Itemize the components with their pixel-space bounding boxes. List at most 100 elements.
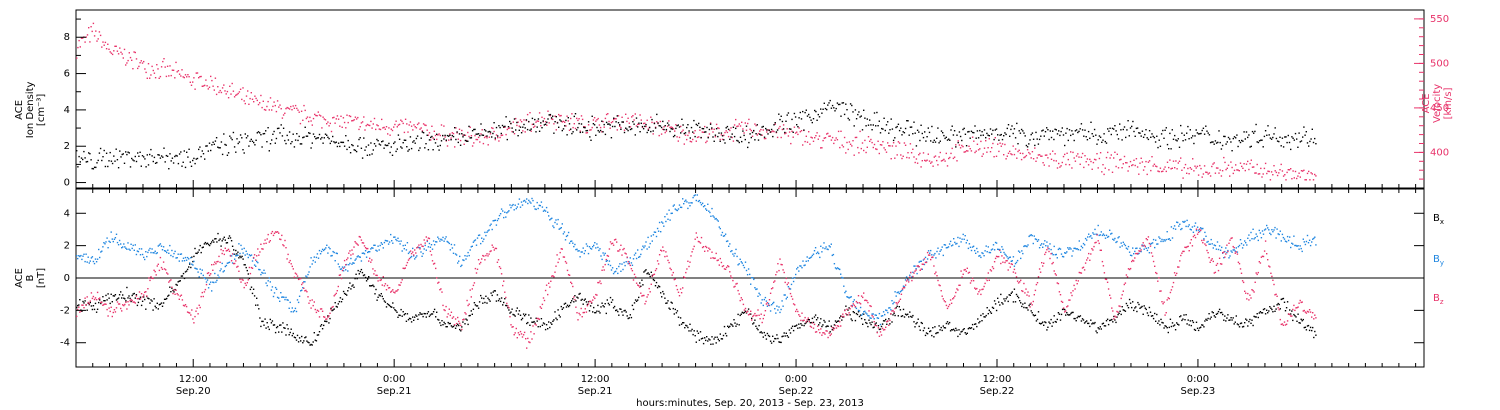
series-by-point — [1190, 229, 1192, 231]
series-by-point — [265, 282, 267, 284]
series-by-point — [647, 236, 649, 239]
series-density-point — [300, 143, 303, 145]
series-by-point — [340, 268, 343, 270]
series-bx-point — [1227, 314, 1229, 316]
series-by-point — [1135, 247, 1137, 250]
series-velocity-point — [559, 115, 561, 117]
series-by-point — [750, 283, 752, 285]
series-velocity-point — [913, 156, 915, 158]
series-density-point — [464, 139, 467, 142]
series-bx-point — [554, 311, 556, 313]
series-bz-point — [463, 318, 465, 321]
series-by-point — [221, 262, 223, 265]
series-velocity-point — [547, 110, 549, 112]
series-bz-point — [441, 291, 443, 293]
series-velocity-point — [1196, 165, 1199, 168]
series-density-point — [312, 133, 315, 135]
series-bx-point — [602, 305, 604, 307]
series-density-point — [285, 142, 287, 145]
series-density-point — [1025, 144, 1028, 147]
series-velocity-point — [1243, 163, 1245, 165]
series-velocity-point — [882, 141, 884, 143]
series-by-point — [596, 243, 598, 245]
series-density-point — [878, 120, 880, 122]
series-by-point — [1072, 250, 1074, 252]
series-bz-point — [580, 307, 582, 310]
series-by-point — [421, 255, 423, 257]
series-by-point — [609, 264, 612, 267]
series-velocity-point — [659, 120, 662, 123]
series-by-point — [942, 254, 944, 257]
series-bx-point — [794, 325, 796, 327]
series-bx-point — [464, 323, 466, 325]
series-velocity-point — [613, 118, 615, 121]
series-bx-point — [1155, 320, 1157, 322]
series-bx-point — [1003, 298, 1005, 300]
series-density-point — [799, 111, 801, 114]
series-by-point — [905, 276, 908, 278]
series-bx-point — [1302, 318, 1304, 321]
series-density-point — [114, 160, 116, 162]
series-bx-point — [348, 287, 350, 289]
series-velocity-point — [1000, 145, 1002, 147]
series-bz-point — [338, 274, 341, 276]
series-by-point — [1014, 262, 1017, 265]
series-velocity-point — [701, 131, 703, 133]
series-bx-point — [1224, 315, 1226, 317]
series-velocity-point — [645, 125, 647, 128]
series-bx-point — [425, 316, 427, 318]
series-density-point — [581, 131, 584, 133]
series-bz-point — [609, 241, 612, 243]
series-density-point — [794, 116, 797, 118]
series-bz-point — [435, 267, 437, 270]
series-density-point — [1127, 120, 1129, 122]
series-bz-point — [428, 237, 431, 240]
series-velocity-point — [965, 150, 968, 152]
series-bx-point — [933, 336, 935, 338]
series-velocity-point — [715, 123, 718, 126]
series-velocity-point — [910, 152, 913, 154]
series-by-point — [521, 204, 524, 206]
series-bx-point — [993, 300, 996, 302]
series-bx-point — [1297, 313, 1299, 315]
series-velocity-point — [1226, 167, 1228, 169]
series-density-point — [1119, 123, 1121, 125]
series-density-point — [1293, 139, 1295, 141]
series-velocity-point — [999, 142, 1001, 144]
series-by-point — [1185, 225, 1187, 228]
series-bx-point — [530, 317, 532, 319]
series-density-point — [467, 140, 469, 142]
series-by-point — [1118, 236, 1120, 238]
series-by-point — [1291, 242, 1293, 244]
series-bx-point — [494, 290, 496, 292]
series-density-point — [1014, 137, 1017, 139]
series-bx-point — [892, 314, 894, 316]
series-velocity-point — [357, 116, 359, 119]
series-density-point — [1135, 127, 1138, 130]
series-density-point — [170, 160, 172, 162]
series-by-point — [995, 242, 998, 244]
series-bx-point — [1001, 302, 1003, 304]
series-by-point — [1232, 249, 1234, 251]
series-by-point — [523, 199, 526, 202]
series-bx-point — [790, 327, 793, 329]
series-bx-point — [1163, 327, 1165, 329]
series-density-point — [463, 134, 465, 136]
series-by-point — [850, 296, 852, 298]
series-density-point — [396, 148, 398, 150]
series-density-point — [213, 143, 215, 145]
series-velocity-point — [587, 124, 590, 126]
series-velocity-point — [516, 124, 518, 127]
series-velocity-point — [676, 136, 678, 138]
series-bx-point — [129, 297, 131, 300]
series-bx-point — [909, 311, 911, 313]
series-bz-point — [596, 294, 598, 296]
series-density-point — [1110, 133, 1112, 136]
series-velocity-point — [853, 154, 855, 156]
series-bx-point — [130, 300, 132, 303]
series-by-point — [1067, 247, 1069, 249]
series-density-point — [1019, 132, 1022, 134]
series-by-point — [1129, 254, 1132, 256]
series-bx-point — [244, 264, 246, 266]
series-bx-point — [734, 322, 736, 324]
